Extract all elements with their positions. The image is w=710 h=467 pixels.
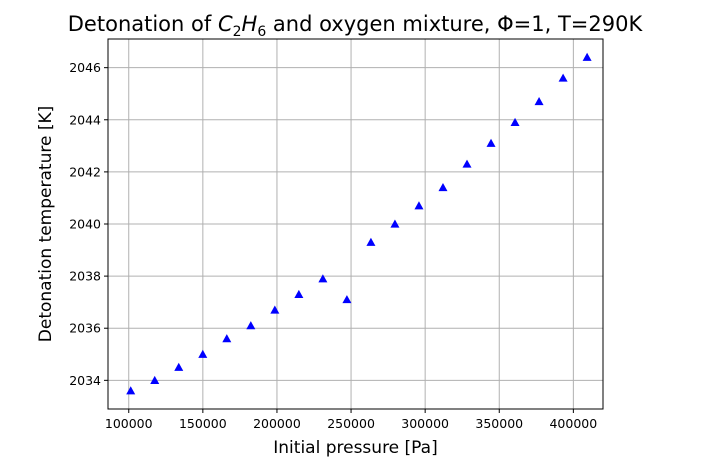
grid bbox=[108, 39, 603, 409]
data-point bbox=[270, 305, 280, 314]
x-tick-label: 150000 bbox=[179, 416, 227, 431]
x-tick-label: 350000 bbox=[475, 416, 523, 431]
y-tick-label: 2040 bbox=[69, 217, 101, 232]
chart-title: Detonation of C2H6 and oxygen mixture, Φ… bbox=[68, 12, 644, 40]
data-point bbox=[438, 183, 448, 192]
data-point bbox=[558, 73, 568, 82]
y-tick-label: 2042 bbox=[69, 164, 101, 179]
data-point bbox=[582, 52, 592, 61]
x-axis-label: Initial pressure [Pa] bbox=[273, 438, 437, 458]
y-axis-label: Detonation temperature [K] bbox=[36, 106, 56, 342]
y-tick-label: 2046 bbox=[69, 60, 101, 75]
x-tick-label: 250000 bbox=[327, 416, 375, 431]
y-tick-label: 2044 bbox=[69, 112, 101, 127]
x-tick-label: 100000 bbox=[105, 416, 153, 431]
data-point bbox=[486, 138, 496, 147]
data-point bbox=[462, 159, 472, 168]
data-point bbox=[198, 349, 208, 358]
x-tick-label: 300000 bbox=[401, 416, 449, 431]
data-point bbox=[510, 117, 520, 126]
data-point bbox=[294, 289, 304, 298]
data-point bbox=[414, 201, 424, 210]
data-point bbox=[126, 386, 136, 395]
data-point bbox=[318, 274, 328, 283]
data-point bbox=[174, 362, 184, 371]
data-point bbox=[534, 97, 544, 106]
data-point bbox=[246, 321, 256, 330]
y-tick-label: 2038 bbox=[69, 269, 101, 284]
y-tick-label: 2036 bbox=[69, 321, 101, 336]
data-points bbox=[126, 52, 592, 395]
data-point bbox=[150, 375, 160, 384]
data-point bbox=[342, 295, 352, 304]
data-point bbox=[390, 219, 400, 228]
y-tick-label: 2034 bbox=[69, 373, 101, 388]
x-tick-label: 400000 bbox=[549, 416, 597, 431]
axis-ticks: 100000 150000 200000 250000 300000 350000 4000… bbox=[69, 60, 597, 431]
data-point bbox=[222, 334, 232, 343]
data-point bbox=[366, 237, 376, 246]
x-tick-label: 200000 bbox=[253, 416, 301, 431]
